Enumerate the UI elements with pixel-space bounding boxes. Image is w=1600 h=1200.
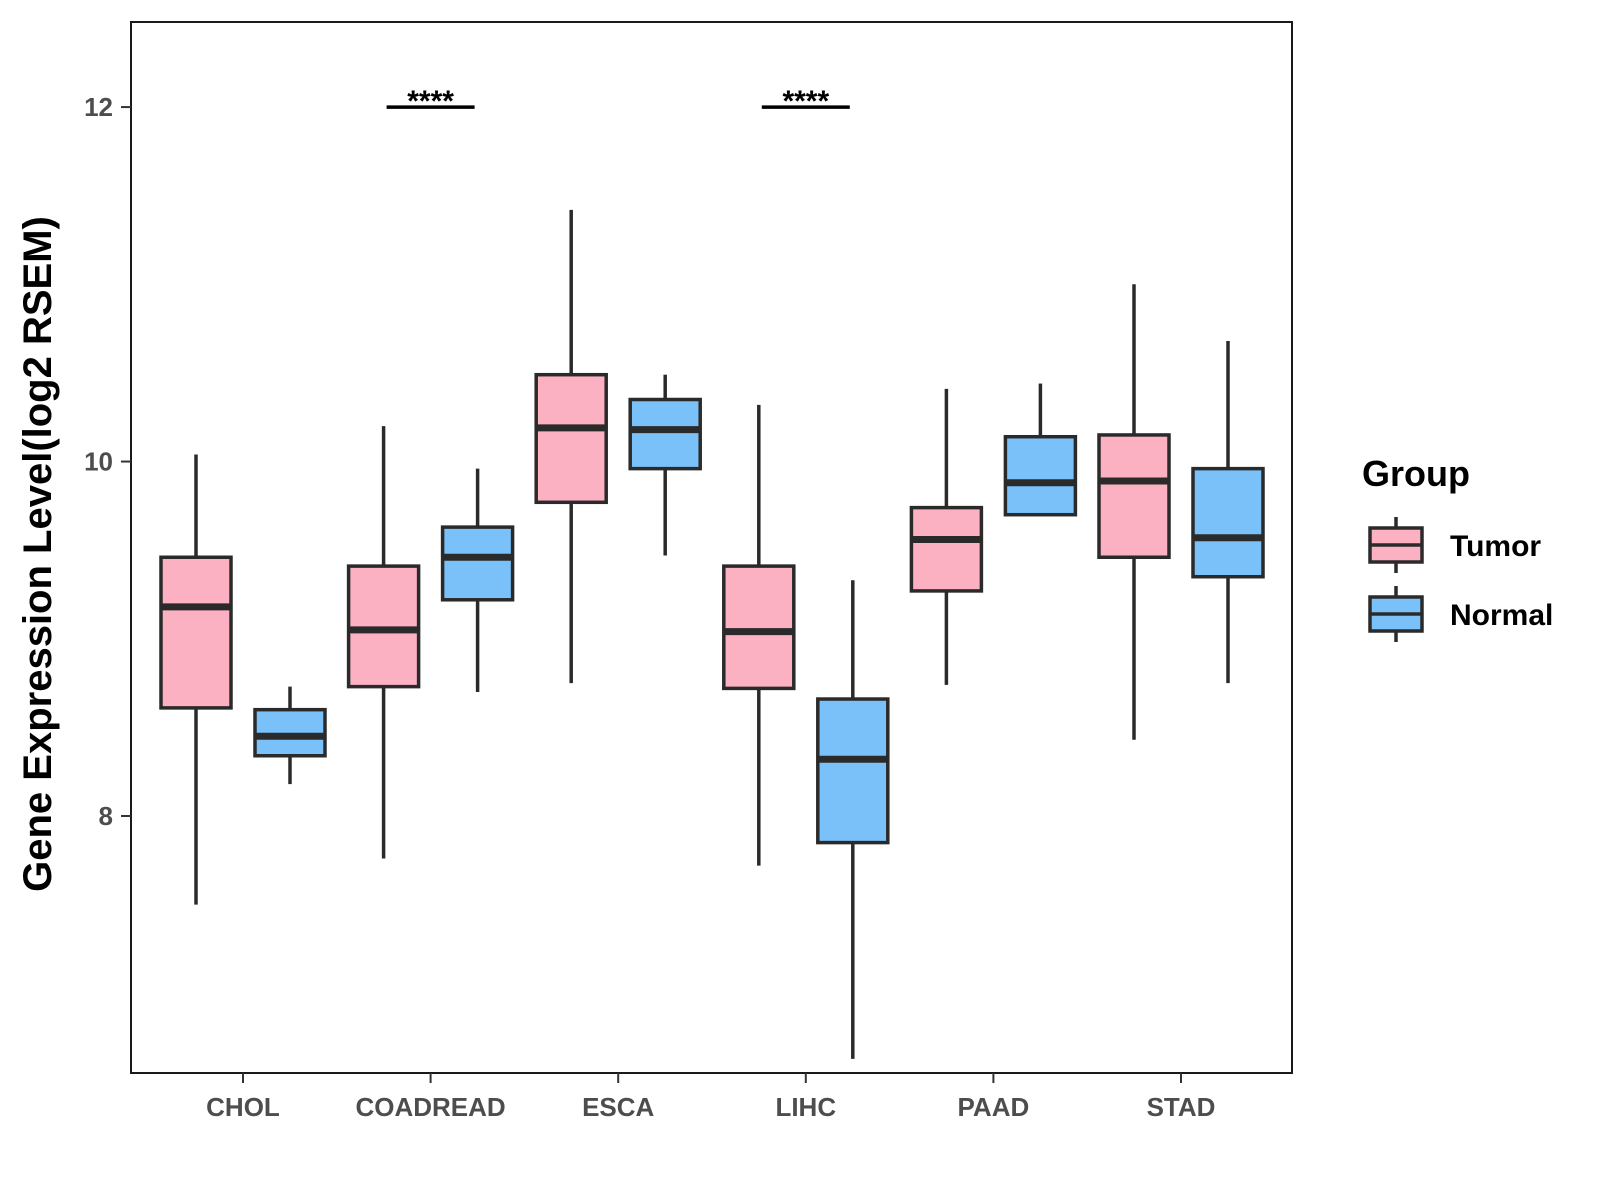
iqr-box (1003, 434, 1078, 517)
box-normal-chol (253, 686, 327, 785)
x-tick-label: COADREAD (355, 1092, 505, 1122)
box-tumor-lihc (722, 404, 796, 866)
iqr-box (159, 555, 233, 710)
legend-title: Group (1362, 453, 1470, 494)
x-tick-label: STAD (1147, 1092, 1216, 1122)
iqr-box (346, 564, 421, 689)
box-tumor-coadread (346, 426, 421, 859)
significance-annotations: **** **** (386, 85, 850, 118)
x-tick-label: PAAD (958, 1092, 1030, 1122)
box-normal-lihc (816, 580, 890, 1059)
iqr-box (440, 525, 515, 602)
iqr-box (534, 372, 608, 505)
x-tick-label: LIHC (775, 1092, 836, 1122)
box-normal-esca (628, 374, 702, 556)
boxes-layer (159, 209, 1265, 1059)
iqr-box (1097, 433, 1171, 559)
y-tick-label: 12 (84, 92, 113, 122)
box-tumor-esca (534, 209, 608, 684)
legend-item-normal: Normal (1368, 586, 1553, 642)
legend-label: Normal (1450, 599, 1553, 632)
legend-item-tumor: Tumor (1368, 517, 1541, 573)
iqr-box (253, 707, 327, 758)
axes-layer: 8 10 12 CHOL COADREAD ESCA LIHC PAAD STAD (84, 92, 1215, 1122)
legend-label: Tumor (1450, 530, 1541, 563)
iqr-box (1191, 466, 1265, 579)
iqr-box (722, 564, 796, 691)
box-normal-stad (1191, 341, 1265, 684)
box-tumor-paad (909, 388, 984, 685)
iqr-box (816, 697, 890, 845)
y-axis-title: Gene Expression Level(log2 RSEM) (16, 216, 60, 892)
box-tumor-stad (1097, 284, 1171, 740)
box-tumor-chol (159, 454, 233, 905)
iqr-box (909, 505, 984, 593)
x-tick-label: CHOL (206, 1092, 280, 1122)
x-tick-label: ESCA (582, 1092, 654, 1122)
y-tick-label: 8 (99, 801, 113, 831)
significance-label: **** (782, 85, 829, 118)
legend: Group Tumor Normal (1362, 453, 1553, 642)
box-normal-coadread (440, 468, 515, 692)
y-tick-label: 10 (84, 447, 113, 477)
significance-label: **** (407, 85, 454, 118)
box-normal-paad (1003, 383, 1078, 517)
iqr-box (628, 397, 702, 471)
